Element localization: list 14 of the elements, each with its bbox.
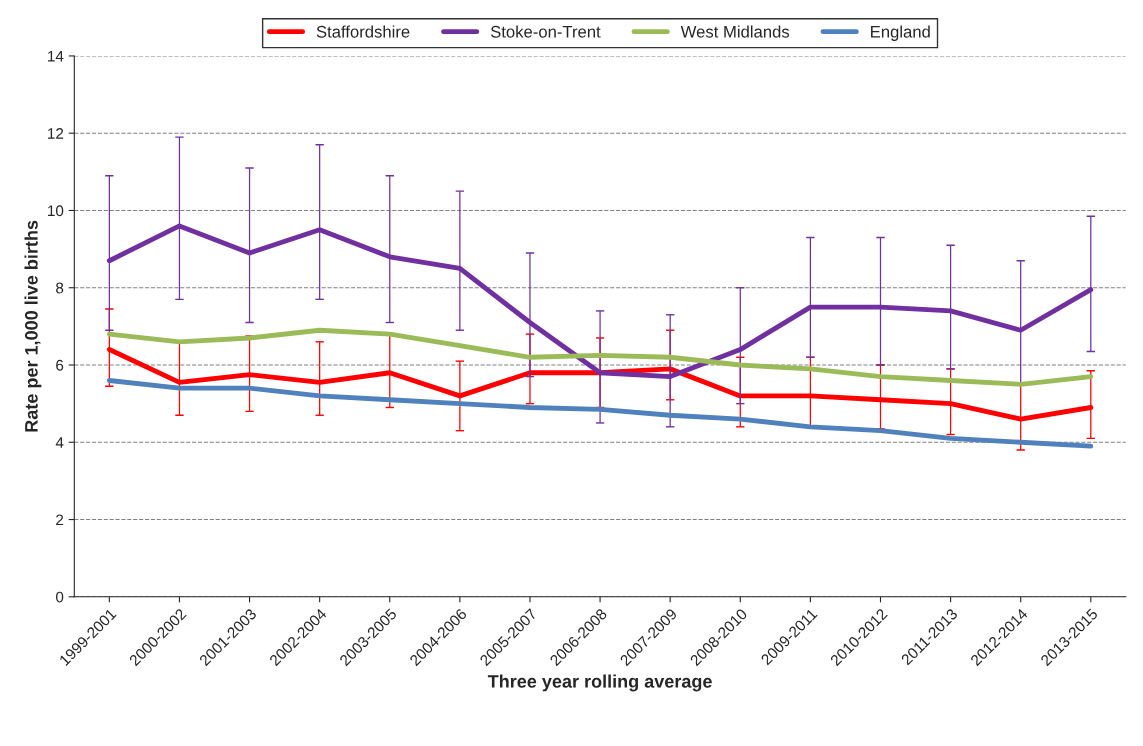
y-tick-label: 6 — [56, 359, 64, 371]
y-tick-label: 8 — [56, 282, 64, 294]
legend-label: Stoke-on-Trent — [490, 25, 601, 38]
y-tick-label: 2 — [56, 514, 64, 526]
y-tick-label: 14 — [48, 50, 64, 62]
y-tick-label: 12 — [48, 128, 64, 139]
y-axis-title: Rate per 1,000 live births — [24, 220, 42, 432]
y-tick-label: 10 — [48, 205, 64, 217]
y-tick-label: 0 — [55, 591, 64, 603]
x-axis-title: Three year rolling average — [487, 674, 712, 692]
legend-label: England — [871, 25, 930, 41]
y-tick-label: 4 — [55, 437, 64, 448]
legend-label: Staffordshire — [316, 25, 410, 38]
legend-label: West Midlands — [680, 25, 790, 38]
